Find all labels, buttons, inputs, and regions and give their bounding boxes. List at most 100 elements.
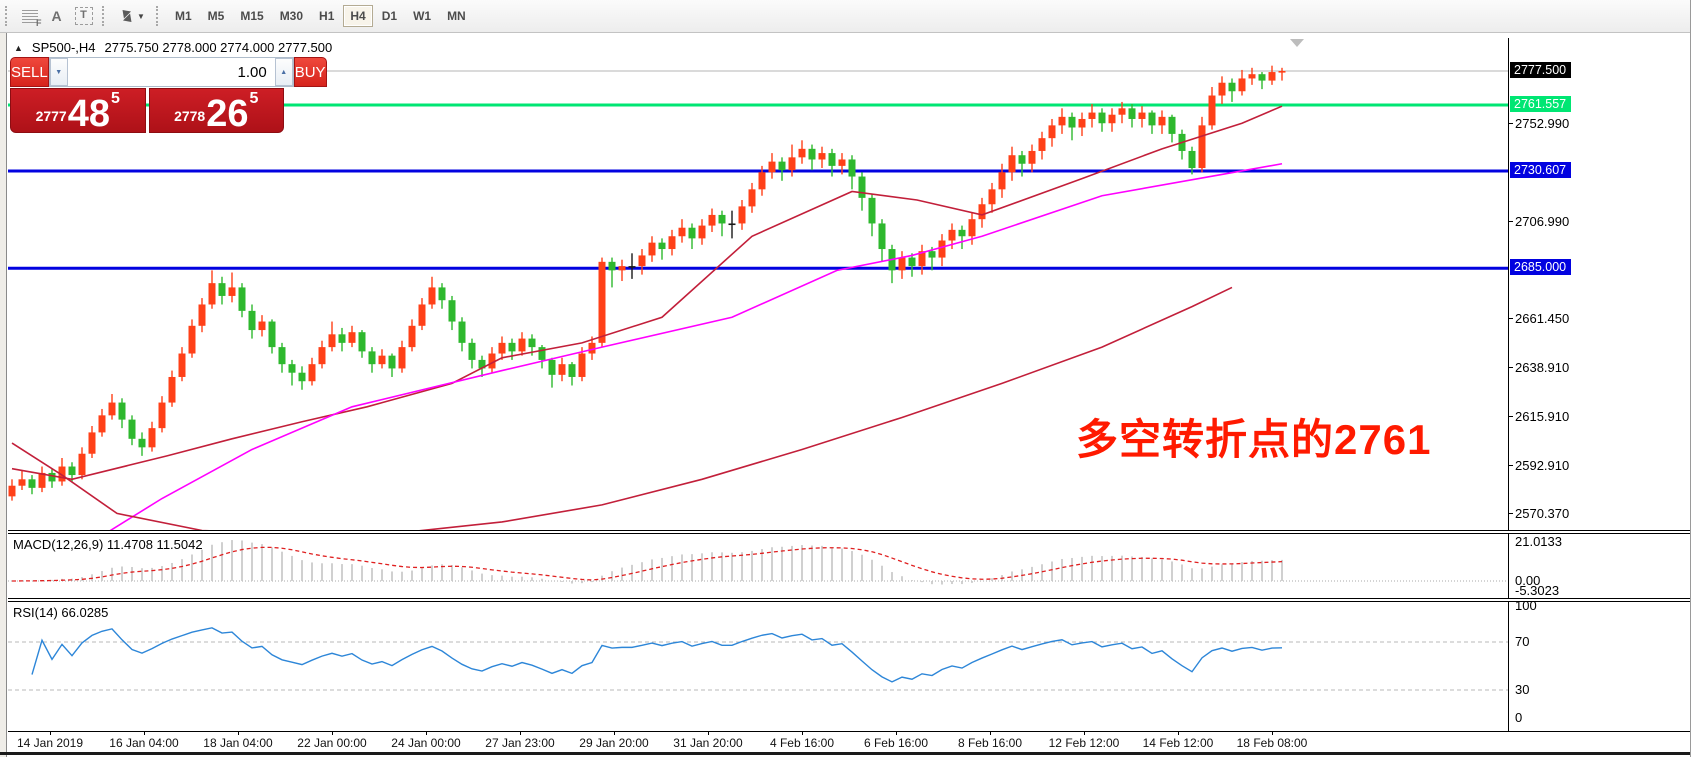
text-label-button[interactable]: A bbox=[43, 4, 70, 28]
price-tick-mark bbox=[1508, 366, 1513, 368]
price-level-badge: 2761.557 bbox=[1510, 95, 1572, 112]
sell-price[interactable]: 2777 48 5 bbox=[10, 88, 146, 133]
time-axis-label: 24 Jan 00:00 bbox=[391, 736, 461, 750]
price-level-badge: 2685.000 bbox=[1510, 259, 1572, 276]
toolbar-grip[interactable] bbox=[156, 6, 162, 26]
rsi-scale-label: 100 bbox=[1515, 598, 1537, 613]
chart-text-annotation: 多空转折点的2761 bbox=[1076, 416, 1432, 463]
symbol-period: SP500-,H4 bbox=[31, 40, 96, 55]
macd-panel-splitter[interactable] bbox=[8, 530, 1690, 534]
time-axis-tick bbox=[708, 731, 709, 735]
price-tick-label: 2592.910 bbox=[1515, 457, 1570, 473]
buy-button[interactable]: BUY bbox=[293, 57, 327, 87]
macd-label: MACD(12,26,9) 11.4708 11.5042 bbox=[13, 537, 203, 552]
time-axis-line bbox=[8, 731, 1690, 732]
text-box-icon: T bbox=[74, 7, 93, 25]
collapse-panel-icon[interactable]: ▲ bbox=[14, 42, 23, 53]
price-tick-label: 2706.990 bbox=[1515, 214, 1570, 230]
data-window-button[interactable]: F bbox=[16, 4, 43, 28]
timeframe-H4[interactable]: H4 bbox=[343, 5, 373, 27]
arrows-icon bbox=[119, 6, 136, 26]
time-axis-tick bbox=[802, 731, 803, 735]
time-axis-label: 4 Feb 16:00 bbox=[769, 736, 835, 750]
rsi-scale-label: 70 bbox=[1515, 634, 1530, 649]
time-axis-tick bbox=[332, 731, 333, 735]
volume-stepper: ▼ ▲ bbox=[48, 57, 294, 87]
chart-title: ▲ SP500-,H4 2775.750 2778.000 2774.000 2… bbox=[14, 40, 332, 55]
time-axis-tick bbox=[426, 731, 427, 735]
sell-button[interactable]: SELL bbox=[10, 57, 49, 87]
time-axis-tick bbox=[238, 731, 239, 735]
price-tick-label: 2752.990 bbox=[1515, 116, 1570, 132]
text-box-button[interactable]: T bbox=[70, 4, 97, 28]
time-axis-tick bbox=[50, 731, 51, 735]
arrows-dropdown-button[interactable]: ▼ bbox=[113, 4, 151, 28]
time-axis-label: 18 Jan 04:00 bbox=[203, 736, 273, 750]
price-tick-label: 2638.910 bbox=[1515, 359, 1570, 375]
timeframe-H1[interactable]: H1 bbox=[312, 5, 341, 27]
timeframe-M5[interactable]: M5 bbox=[201, 5, 232, 27]
time-axis-label: 8 Feb 16:00 bbox=[957, 736, 1023, 750]
time-axis-label: 22 Jan 00:00 bbox=[297, 736, 367, 750]
time-axis-label: 18 Feb 08:00 bbox=[1236, 736, 1308, 750]
toolbar-grip[interactable] bbox=[5, 6, 11, 26]
buy-price[interactable]: 2778 26 5 bbox=[148, 88, 284, 133]
ohlc-values: 2775.750 2778.000 2774.000 2777.500 bbox=[104, 40, 333, 55]
time-axis-label: 29 Jan 20:00 bbox=[579, 736, 649, 750]
data-window-icon: F bbox=[21, 9, 42, 28]
volume-input[interactable] bbox=[67, 58, 275, 86]
window-bottom-edge bbox=[0, 752, 1690, 755]
timeframe-W1[interactable]: W1 bbox=[406, 5, 438, 27]
price-tick-mark bbox=[1508, 512, 1513, 514]
time-axis-tick bbox=[520, 731, 521, 735]
timeframe-toolbar: M1 M5 M15 M30 H1 H4 D1 W1 MN bbox=[167, 5, 474, 27]
price-tick-mark bbox=[1508, 318, 1513, 320]
time-axis-tick bbox=[896, 731, 897, 735]
time-axis-label: 27 Jan 23:00 bbox=[485, 736, 555, 750]
price-axis-line bbox=[1508, 38, 1509, 731]
price-tick-label: 2570.370 bbox=[1515, 505, 1570, 521]
price-tick-mark bbox=[1508, 221, 1513, 223]
timeframe-MN[interactable]: MN bbox=[440, 5, 473, 27]
time-axis-label: 6 Feb 16:00 bbox=[863, 736, 929, 750]
window-left-edge bbox=[0, 33, 7, 757]
price-tick-mark bbox=[1508, 464, 1513, 466]
time-axis-label: 14 Feb 12:00 bbox=[1142, 736, 1214, 750]
macd-scale-label: -5.3023 bbox=[1515, 582, 1560, 598]
toolbar: F A T ▼ M1 M5 M15 M30 H1 H4 D1 W1 MN bbox=[0, 0, 1690, 33]
rsi-panel[interactable] bbox=[8, 602, 1508, 731]
time-axis-tick bbox=[1084, 731, 1085, 735]
time-axis-label: 14 Jan 2019 bbox=[16, 736, 84, 750]
time-axis-tick bbox=[1272, 731, 1273, 735]
rsi-label: RSI(14) 66.0285 bbox=[13, 605, 109, 620]
macd-panel[interactable] bbox=[8, 534, 1508, 598]
volume-decrease-button[interactable]: ▼ bbox=[49, 58, 68, 86]
time-axis-label: 12 Feb 12:00 bbox=[1048, 736, 1120, 750]
timeframe-M30[interactable]: M30 bbox=[273, 5, 310, 27]
rsi-panel-splitter[interactable] bbox=[8, 598, 1690, 602]
rsi-scale-label: 0 bbox=[1515, 710, 1523, 725]
macd-scale-label: 21.0133 bbox=[1515, 533, 1562, 549]
timeframe-M15[interactable]: M15 bbox=[233, 5, 270, 27]
volume-increase-button[interactable]: ▲ bbox=[274, 58, 293, 86]
time-axis-tick bbox=[144, 731, 145, 735]
toolbar-grip[interactable] bbox=[102, 6, 108, 26]
timeframe-D1[interactable]: D1 bbox=[375, 5, 404, 27]
time-axis-tick bbox=[990, 731, 991, 735]
rsi-scale-label: 30 bbox=[1515, 682, 1530, 697]
time-axis-tick bbox=[1178, 731, 1179, 735]
price-tick-mark bbox=[1508, 123, 1513, 125]
price-level-badge: 2730.607 bbox=[1510, 161, 1572, 178]
one-click-trading-panel: SELL ▼ ▲ BUY 2777 48 5 2778 26 5 bbox=[10, 57, 327, 133]
timeframe-M1[interactable]: M1 bbox=[168, 5, 199, 27]
main-chart[interactable] bbox=[8, 38, 1508, 530]
price-level-badge: 2777.500 bbox=[1510, 62, 1572, 78]
price-tick-label: 2661.450 bbox=[1515, 311, 1570, 327]
time-axis-label: 16 Jan 04:00 bbox=[109, 736, 179, 750]
chevron-down-icon: ▼ bbox=[137, 11, 145, 21]
time-axis-tick bbox=[614, 731, 615, 735]
macd-scale-label: 0.00 bbox=[1515, 573, 1541, 588]
price-tick-label: 2615.910 bbox=[1515, 408, 1570, 424]
price-tick-mark bbox=[1508, 415, 1513, 417]
